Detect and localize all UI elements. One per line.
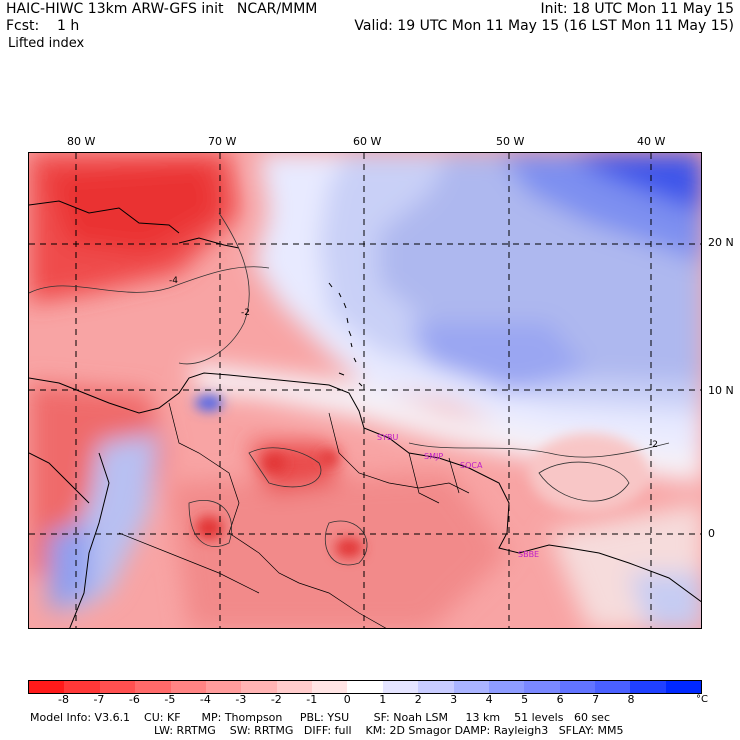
colorbar-tick-label: -1: [306, 693, 318, 706]
colorbar-tick-label: 3: [450, 693, 458, 706]
colorbar-tick-label: 0: [343, 693, 351, 706]
colorbar-segment: [135, 681, 171, 693]
station-smjp: SMJP: [424, 452, 444, 461]
colorbar-segment: [524, 681, 560, 693]
colorbar-tick-label: 6: [556, 693, 564, 706]
colorbar-tick-label: -7: [93, 693, 105, 706]
colorbar-tick-label: -3: [235, 693, 247, 706]
station-soca: SOCA: [460, 461, 483, 470]
contour-label: -4: [169, 276, 178, 286]
colorbar-tick-label: -2: [270, 693, 282, 706]
forecast-hour: Fcst: 1 h: [6, 18, 80, 34]
colorbar-unit: °C: [696, 694, 708, 705]
antilles-islands: [328, 282, 363, 387]
colorbar-segment: [382, 681, 419, 693]
colorbar-tick-label: 1: [379, 693, 387, 706]
colorbar-tick-label: 7: [592, 693, 600, 706]
colorbar-tick-label: 8: [627, 693, 635, 706]
contour-label: -2: [649, 440, 658, 450]
colorbar-segment: [559, 681, 595, 693]
model-info-line2: LW: RRTMG SW: RRTMG DIFF: full KM: 2D Sm…: [154, 724, 624, 737]
colorbar-segment: [347, 681, 383, 693]
colorbar-segment: [170, 681, 206, 693]
colorbar-segment: [418, 681, 454, 693]
map-canvas: -4 -2 -2: [29, 153, 701, 628]
init-time: Init: 18 UTC Mon 11 May 15: [540, 1, 734, 17]
colorbar-segment: [276, 681, 312, 693]
model-info-line1: Model Info: V3.6.1 CU: KF MP: Thompson P…: [30, 711, 610, 724]
colorbar-segment: [99, 681, 136, 693]
colorbar-segment: [241, 681, 277, 693]
country-borders: [118, 402, 470, 628]
colorbar-tick-label: -6: [128, 693, 140, 706]
field-shading: [29, 153, 701, 628]
lon-label-80w: 80 W: [67, 135, 96, 148]
station-sbbe: SBBE: [518, 550, 540, 559]
colorbar-tick-label: -4: [199, 693, 211, 706]
colorbar-segment: [64, 681, 100, 693]
plot-title: HAIC-HIWC 13km ARW-GFS init NCAR/MMM: [6, 1, 318, 17]
lon-label-40w: 40 W: [637, 135, 666, 148]
colorbar: [28, 680, 702, 694]
colorbar-tick-label: -8: [57, 693, 69, 706]
valid-time: Valid: 19 UTC Mon 11 May 15 (16 LST Mon …: [354, 18, 734, 34]
lat-label-20n: 20 N: [708, 236, 734, 249]
contour-label: -2: [241, 308, 250, 318]
lon-label-50w: 50 W: [496, 135, 525, 148]
colorbar-tick-label: -5: [164, 693, 176, 706]
colorbar-segment: [630, 681, 666, 693]
colorbar-segment: [488, 681, 525, 693]
lat-lon-grid: [29, 153, 701, 628]
colorbar-segment: [29, 681, 65, 693]
lat-label-0: 0: [708, 527, 715, 540]
colorbar-segment: [312, 681, 348, 693]
colorbar-tick-label: 2: [414, 693, 422, 706]
colorbar-segment: [665, 681, 702, 693]
lon-label-60w: 60 W: [353, 135, 382, 148]
lon-label-70w: 70 W: [208, 135, 237, 148]
field-name: Lifted index: [8, 36, 85, 51]
coastlines: [29, 200, 701, 628]
contour-lines: [29, 212, 670, 566]
colorbar-tick-label: 4: [485, 693, 493, 706]
colorbar-tick-label: 5: [521, 693, 529, 706]
colorbar-segment: [595, 681, 631, 693]
station-sybu: SYBU: [377, 433, 399, 442]
lifted-index-map: -4 -2 -2: [28, 152, 702, 629]
colorbar-segment: [453, 681, 489, 693]
lat-label-10n: 10 N: [708, 384, 734, 397]
colorbar-segment: [205, 681, 242, 693]
